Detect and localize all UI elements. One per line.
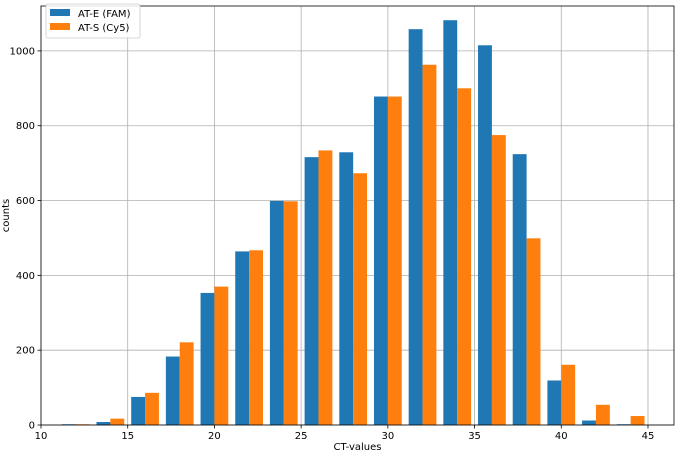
bar-at-s (110, 418, 125, 425)
x-tick-label: 35 (468, 431, 481, 442)
x-tick-label: 15 (121, 431, 134, 442)
legend-swatch-at-e (50, 9, 70, 16)
bar-at-e (200, 292, 215, 425)
bar-at-e (408, 29, 423, 426)
y-tick-label: 400 (16, 271, 35, 282)
bar-at-e (165, 356, 180, 425)
y-tick-label: 1000 (10, 46, 35, 57)
bar-at-s (387, 96, 402, 425)
bars (61, 20, 645, 426)
bar-at-s (179, 342, 194, 425)
bar-at-s (214, 286, 229, 425)
bar-at-s (249, 250, 263, 425)
bar-at-e (304, 157, 319, 425)
bar-at-s (353, 173, 368, 425)
bar-at-s (526, 238, 541, 425)
y-tick-label: 800 (16, 121, 35, 132)
y-axis-label: counts (1, 199, 12, 232)
legend-label-at-s: AT-S (Cy5) (78, 23, 130, 34)
y-tick-label: 0 (29, 421, 35, 432)
bar-at-e (96, 422, 111, 425)
bar-at-e (478, 45, 492, 425)
x-tick-label: 10 (35, 431, 48, 442)
y-tick-label: 600 (16, 196, 35, 207)
bar-at-s (145, 392, 159, 425)
bar-at-s (283, 201, 298, 425)
legend-label-at-e: AT-E (FAM) (78, 9, 131, 20)
bar-at-e (235, 251, 250, 425)
bar-at-e (547, 380, 562, 425)
bar-at-s (630, 416, 645, 425)
bar-at-e (373, 96, 388, 425)
x-tick-label: 45 (642, 431, 655, 442)
y-tick-label: 200 (16, 346, 35, 357)
axis-ticks: 10 15 20 25 30 35 40 45 0 200 400 600 800 1000 (10, 46, 655, 442)
bar-at-s (491, 135, 506, 426)
x-tick-label: 20 (208, 431, 221, 442)
bar-at-s (561, 364, 576, 425)
bar-at-e (131, 396, 146, 425)
x-tick-label: 25 (295, 431, 308, 442)
bar-at-s (595, 404, 610, 425)
x-tick-label: 30 (381, 431, 394, 442)
legend: AT-E (FAM) AT-S (Cy5) (45, 3, 141, 39)
bar-at-e (582, 420, 596, 425)
x-tick-label: 40 (555, 431, 568, 442)
plot-frame (40, 5, 675, 426)
bar-at-e (512, 154, 527, 425)
bar-at-s (318, 150, 333, 426)
bar-at-s (457, 88, 472, 425)
bar-at-s (422, 64, 437, 425)
x-axis-label: CT-values (333, 442, 381, 453)
bar-at-e (269, 200, 284, 425)
bar-at-e (339, 152, 354, 426)
bar-at-e (443, 20, 458, 426)
legend-swatch-at-s (50, 23, 70, 30)
